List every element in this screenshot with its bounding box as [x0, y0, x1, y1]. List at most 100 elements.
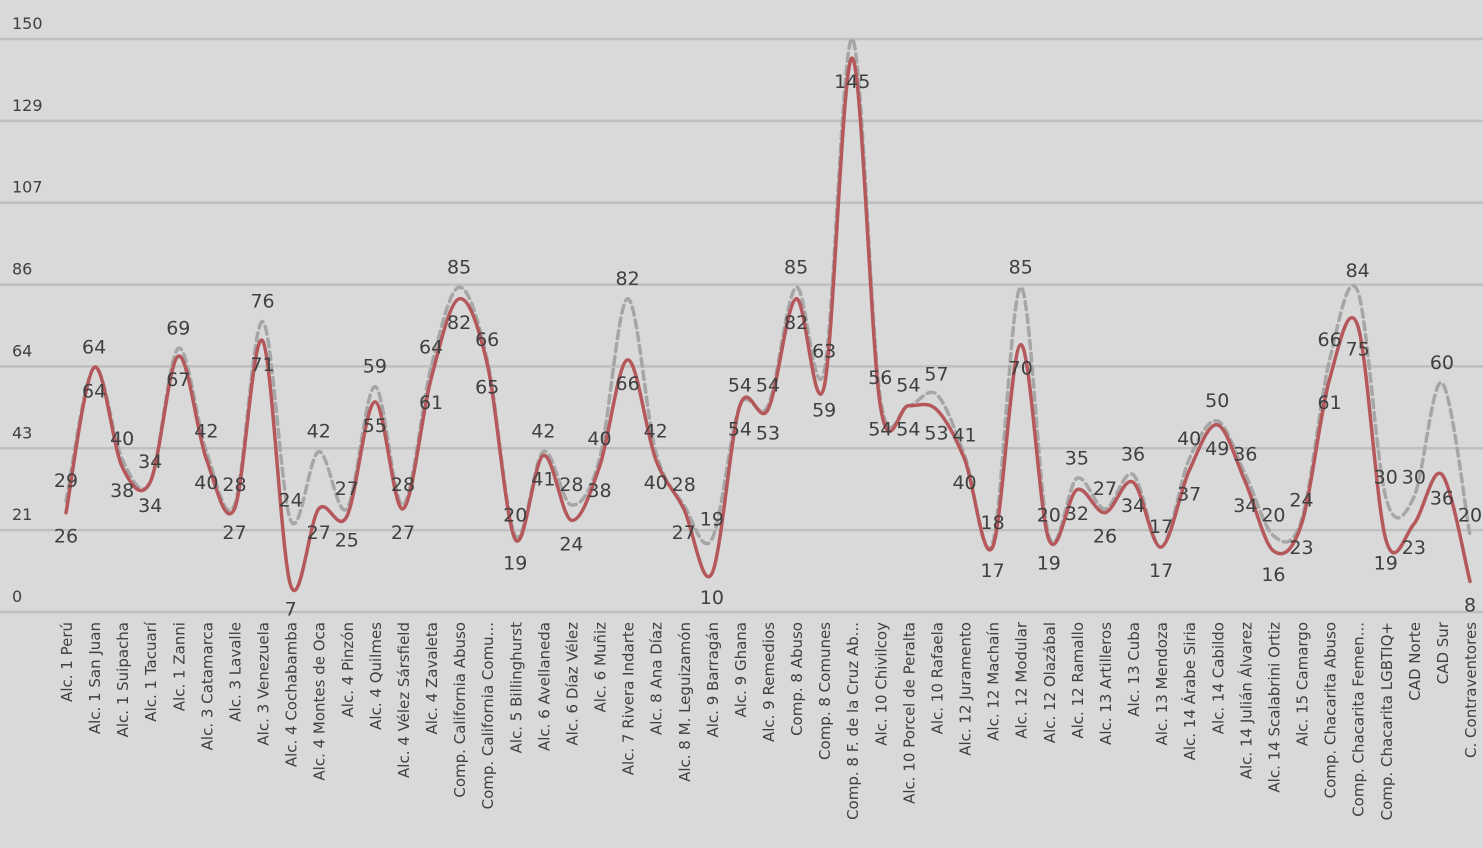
data-label-dashed: 84: [1346, 260, 1370, 282]
x-category-label: Alc. 12 Modular: [1013, 621, 1031, 739]
data-label-solid: 40: [952, 472, 976, 494]
data-label-solid: 41: [531, 468, 555, 490]
data-label-dashed: 28: [672, 474, 696, 496]
data-label-dashed: 64: [82, 337, 106, 359]
data-label-dashed: 40: [587, 428, 611, 450]
data-label-solid: 54: [728, 419, 752, 441]
data-label-solid: 67: [166, 369, 190, 391]
data-label-solid: 55: [363, 415, 387, 437]
data-label-solid: 10: [700, 587, 724, 609]
x-category-label: Alc. 9 Barragán: [704, 622, 722, 738]
data-label-solid: 24: [559, 533, 583, 555]
data-label-solid: 32: [1065, 503, 1089, 525]
data-label-dashed: 17: [1149, 516, 1173, 538]
data-label-solid: 82: [784, 312, 808, 334]
data-label-solid: 27: [222, 522, 246, 544]
data-label-solid: 26: [54, 526, 78, 548]
data-label-solid: 53: [924, 423, 948, 445]
x-category-label: C. Contraventores: [1462, 622, 1480, 758]
data-label-dashed: 30: [1374, 466, 1398, 488]
x-category-label: Alc. 3 Venezuela: [255, 622, 273, 746]
y-tick-label: 86: [12, 260, 32, 279]
x-category-label: Alc. 12 Juramento: [957, 622, 975, 756]
data-label-dashed: 35: [1065, 447, 1089, 469]
data-label-solid: 26: [1093, 526, 1117, 548]
data-label-solid: 19: [1374, 552, 1398, 574]
data-label-solid: 59: [812, 400, 836, 422]
data-label-solid: 23: [1402, 537, 1426, 559]
x-category-label: Comp. 8 F. de la Cruz Ab...: [844, 622, 862, 820]
y-axis-ticks: 0 21 43 64 86 107 129 150: [12, 14, 43, 606]
x-category-label: CAD Sur: [1434, 621, 1452, 684]
x-category-label: Alc. 1 Perú: [58, 622, 76, 702]
data-label-dashed: 54: [728, 375, 752, 397]
data-label-dashed: 20: [503, 505, 527, 527]
data-label-dashed: 36: [1121, 443, 1145, 465]
x-category-label: Alc. 3 Catamarca: [198, 622, 216, 750]
x-category-label: Alc. 9 Remedios: [760, 622, 778, 742]
data-label-solid: 27: [391, 522, 415, 544]
y-tick-label: 64: [12, 341, 32, 360]
data-label-solid: 61: [1318, 392, 1342, 414]
x-category-label: Comp. 8 Comunes: [816, 622, 834, 760]
data-label-dashed: 42: [307, 421, 331, 443]
data-label-solid: 23: [1289, 537, 1313, 559]
y-tick-label: 150: [12, 14, 43, 33]
data-label-solid: 65: [475, 377, 499, 399]
data-label-solid: 38: [110, 480, 134, 502]
data-label-solid: 16: [1261, 564, 1285, 586]
data-label-solid: 19: [1037, 552, 1061, 574]
x-category-label: Alc. 15 Camargo: [1294, 622, 1312, 746]
data-label-solid: 25: [335, 530, 359, 552]
data-label-dashed: 64: [419, 337, 443, 359]
x-category-label: Alc. 10 Chivilcoy: [872, 622, 890, 746]
data-label-solid: 38: [587, 480, 611, 502]
x-category-label: Alc. 12 Olazábal: [1041, 622, 1059, 743]
x-category-label: Alc. 13 Mendoza: [1153, 622, 1171, 746]
data-label-dashed: 27: [335, 478, 359, 500]
data-label-dashed: 50: [1205, 390, 1229, 412]
x-category-label: Alc. 12 Ramallo: [1069, 622, 1087, 739]
data-label-dashed: 82: [616, 268, 640, 290]
data-label-dashed: 54: [896, 375, 920, 397]
data-label-solid: 70: [1009, 358, 1033, 380]
data-label-dashed: 76: [250, 291, 274, 313]
data-label-dashed: 20: [1458, 505, 1482, 527]
data-label-dashed: 28: [391, 474, 415, 496]
data-label-solid: 27: [307, 522, 331, 544]
data-label-dashed: 63: [812, 340, 836, 362]
data-label-solid: 37: [1177, 484, 1201, 506]
x-category-label: Comp. California Abuso: [451, 622, 469, 798]
data-label-solid: 36: [1430, 487, 1454, 509]
x-category-label: CAD Norte: [1406, 622, 1424, 701]
y-tick-label: 0: [12, 587, 22, 606]
data-label-dashed: 85: [447, 256, 471, 278]
x-category-label: Alc. 14 Cabildo: [1209, 622, 1227, 734]
data-label-solid: 61: [419, 392, 443, 414]
data-label-solid: 19: [503, 552, 527, 574]
data-label-dashed: 42: [644, 421, 668, 443]
x-category-label: Alc. 14 Árabe Siria: [1180, 622, 1199, 760]
gridlines: [0, 37, 1483, 614]
x-category-label: Alc. 10 Porcel de Peralta: [900, 622, 918, 804]
data-label-dashed: 69: [166, 317, 190, 339]
x-category-label: Alc. 4 Vélez Sársfield: [395, 622, 413, 778]
x-category-label: Alc. 14 Scalabrini Ortiz: [1265, 622, 1283, 793]
data-label-solid: 71: [250, 354, 274, 376]
data-label-solid: 17: [981, 560, 1005, 582]
data-label-solid: 64: [82, 381, 106, 403]
x-axis-categories: Alc. 1 Perú Alc. 1 San Juan Alc. 1 Suipach…: [58, 621, 1480, 820]
x-category-label: Comp. Chacarita Femen...: [1350, 622, 1368, 817]
data-label-dashed: 40: [1177, 428, 1201, 450]
x-category-label: Alc. 4 Cochabamba: [283, 622, 301, 767]
data-label-dashed: 85: [784, 256, 808, 278]
data-label-dashed: 28: [559, 474, 583, 496]
data-label-dashed: 19: [700, 508, 724, 530]
x-category-label: Alc. 3 Lavalle: [226, 622, 244, 722]
data-label-solid: 40: [644, 472, 668, 494]
x-category-label: Alc. 5 Billinghurst: [507, 622, 525, 754]
x-category-label: Alc. 4 Zavaleta: [423, 622, 441, 735]
data-label-solid: 75: [1346, 339, 1370, 361]
x-category-label: Alc. 4 Quilmes: [367, 622, 385, 730]
